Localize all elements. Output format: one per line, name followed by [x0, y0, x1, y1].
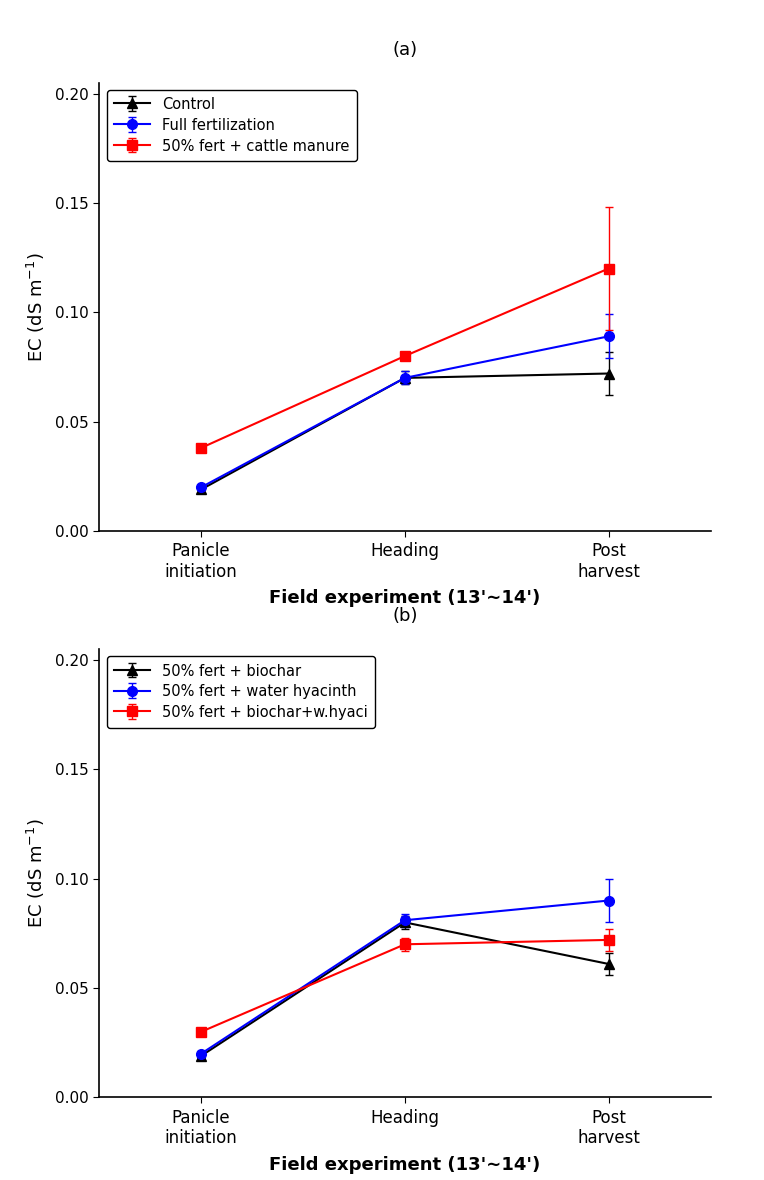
Text: (b): (b)	[392, 608, 418, 625]
Y-axis label: EC (dS m$^{-1}$): EC (dS m$^{-1}$)	[24, 819, 47, 927]
Text: (a): (a)	[393, 41, 417, 59]
Y-axis label: EC (dS m$^{-1}$): EC (dS m$^{-1}$)	[24, 253, 47, 361]
X-axis label: Field experiment (13'∼14'): Field experiment (13'∼14')	[269, 1155, 541, 1174]
X-axis label: Field experiment (13'∼14'): Field experiment (13'∼14')	[269, 589, 541, 608]
Legend: Control, Full fertilization, 50% fert + cattle manure: Control, Full fertilization, 50% fert + …	[107, 90, 357, 162]
Legend: 50% fert + biochar, 50% fert + water hyacinth, 50% fert + biochar+w.hyaci: 50% fert + biochar, 50% fert + water hya…	[107, 656, 375, 728]
